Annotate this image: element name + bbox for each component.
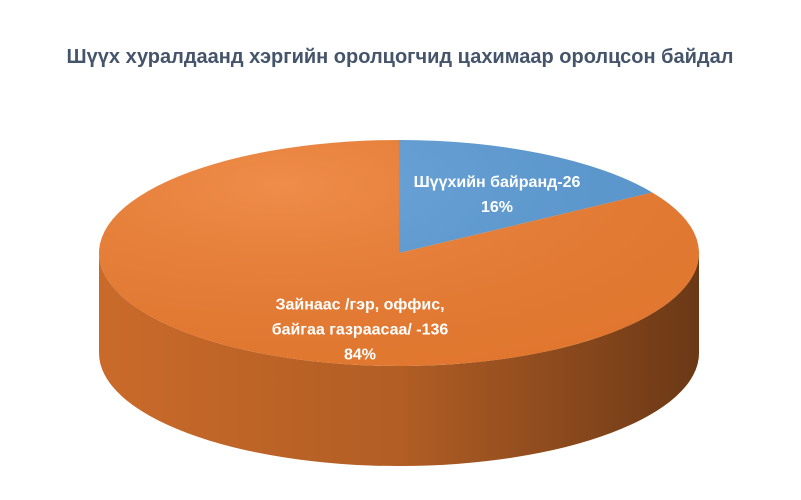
category-label: Зайнаас /гэр, оффис, байгаа газраасаа/ -… [271,296,449,339]
category-label: Шүүхийн байранд-26 [413,174,581,191]
value-label: 16% [480,199,514,216]
value-label: 84% [343,346,377,364]
pie-top-shade [99,140,699,366]
pie-side-shade [99,253,699,466]
data-label: Зайнаас /гэр, оффис, байгаа газраасаа/ -… [253,293,468,368]
data-label: Шүүхийн байранд-26 16% [387,170,607,220]
chart-title: Шүүх хуралдаанд хэргийн оролцогчид цахим… [66,46,734,68]
